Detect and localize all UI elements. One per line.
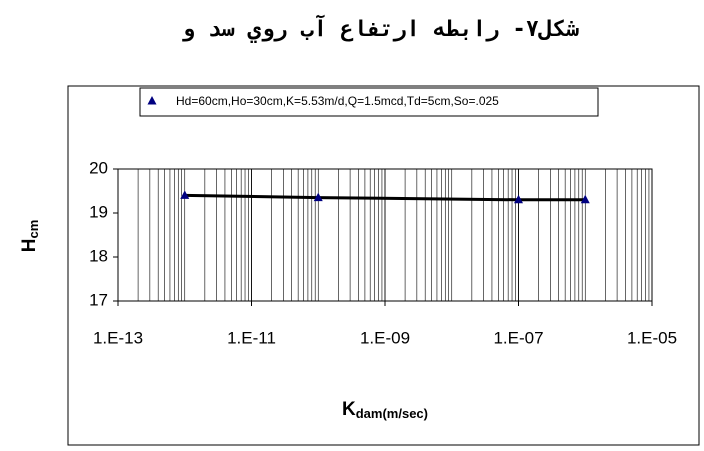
x-axis-label: Kdam(m/sec) <box>342 399 428 421</box>
chart-title: شکل۷- رابطه ارتفاع آب روي سد و <box>181 14 579 43</box>
data-point <box>313 192 323 202</box>
legend-box <box>139 87 599 117</box>
plot-area <box>117 168 653 302</box>
x-tick-label: 1.E-11 <box>227 328 276 347</box>
y-tick-label: 17 <box>89 290 108 309</box>
y-tick-label: 20 <box>89 158 108 177</box>
y-label-sub: cm <box>26 220 41 239</box>
x-tick-label: 1.E-13 <box>93 328 143 347</box>
data-point <box>180 190 190 199</box>
x-label-main: K <box>342 399 356 420</box>
x-tick-label: 1.E-09 <box>360 328 410 347</box>
y-label-main: H <box>19 239 40 253</box>
chart-frame <box>67 85 700 446</box>
y-axis-label: Hcm <box>19 220 41 253</box>
legend-marker <box>147 96 157 105</box>
data-point <box>514 194 523 204</box>
data-point <box>580 194 590 204</box>
x-label-sub: dam(m/sec) <box>356 406 428 421</box>
series-line <box>184 193 586 202</box>
legend-label: Hd=60cm,Ho=30cm,K=5.53m/d,Q=1.5mcd,Td=5c… <box>176 94 499 108</box>
y-tick-label: 19 <box>89 202 108 221</box>
y-tick-label: 18 <box>89 246 108 265</box>
x-tick-label: 1.E-07 <box>493 328 543 347</box>
x-tick-label: 1.E-05 <box>627 328 677 347</box>
